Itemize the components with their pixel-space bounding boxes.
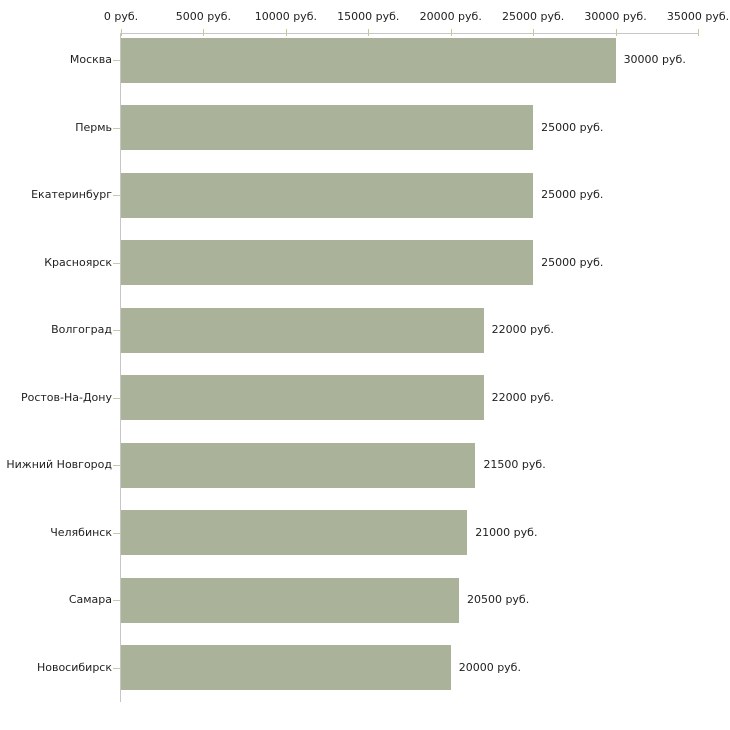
category-label: Нижний Новгород (6, 458, 112, 471)
x-axis-tick-label: 20000 руб. (419, 10, 482, 23)
value-label: 25000 руб. (541, 188, 604, 201)
y-axis-line (120, 33, 121, 702)
bar (121, 37, 616, 83)
x-axis-tick-label: 30000 руб. (584, 10, 647, 23)
category-label: Москва (69, 53, 112, 66)
y-axis-tick-mark (113, 600, 120, 601)
bar (121, 240, 534, 285)
x-axis-tick-mark (698, 29, 699, 36)
x-axis-tick-mark (615, 29, 617, 36)
x-axis-tick-label: 15000 руб. (337, 10, 400, 23)
y-axis-tick-mark (113, 127, 120, 129)
x-axis-tick-label: 0 руб. (103, 10, 139, 23)
value-label: 30000 руб. (623, 53, 686, 66)
y-axis-tick-mark (113, 667, 120, 669)
x-axis-tick-mark (533, 29, 535, 36)
bar (121, 172, 534, 218)
x-axis-tick-mark (285, 29, 287, 36)
x-axis-tick-label: 25000 руб. (502, 10, 565, 23)
value-label: 21000 руб. (475, 525, 538, 539)
bar (121, 577, 459, 623)
bar (121, 105, 534, 150)
x-axis-tick-mark (203, 29, 205, 36)
x-axis-tick-label: 5000 руб. (175, 10, 232, 23)
bar (121, 442, 476, 488)
category-label: Новосибирск (36, 660, 112, 674)
category-label: Ростов-На-Дону (20, 390, 112, 404)
bar (121, 307, 484, 353)
x-axis-tick-label: 10000 руб. (254, 10, 317, 23)
y-axis-tick-mark (113, 465, 120, 466)
x-axis-tick-mark (121, 29, 122, 36)
y-axis-tick-mark (113, 60, 120, 61)
value-label: 20500 руб. (466, 593, 530, 606)
value-label: 21500 руб. (483, 458, 546, 471)
category-label: Челябинск (50, 525, 112, 539)
bar (121, 510, 468, 555)
y-axis-tick-mark (113, 330, 120, 331)
y-axis-tick-mark (113, 397, 120, 399)
y-axis-tick-mark (113, 262, 120, 264)
category-label: Пермь (75, 120, 112, 134)
x-axis-tick-mark (450, 29, 452, 36)
x-axis-tick-mark (368, 29, 370, 36)
value-label: 25000 руб. (541, 255, 604, 269)
category-label: Красноярск (44, 255, 112, 269)
bar (121, 375, 484, 420)
y-axis-tick-mark (113, 195, 120, 196)
value-label: 25000 руб. (541, 120, 604, 134)
value-label: 22000 руб. (491, 390, 554, 404)
category-label: Самара (68, 593, 112, 606)
bar (121, 645, 451, 690)
value-label: 20000 руб. (458, 660, 521, 674)
x-axis-tick-label: 35000 руб. (666, 10, 730, 23)
x-axis-line (121, 33, 699, 34)
category-label: Екатеринбург (31, 188, 112, 201)
category-label: Волгоград (51, 323, 112, 336)
y-axis-tick-mark (113, 532, 120, 534)
value-label: 22000 руб. (491, 323, 554, 336)
